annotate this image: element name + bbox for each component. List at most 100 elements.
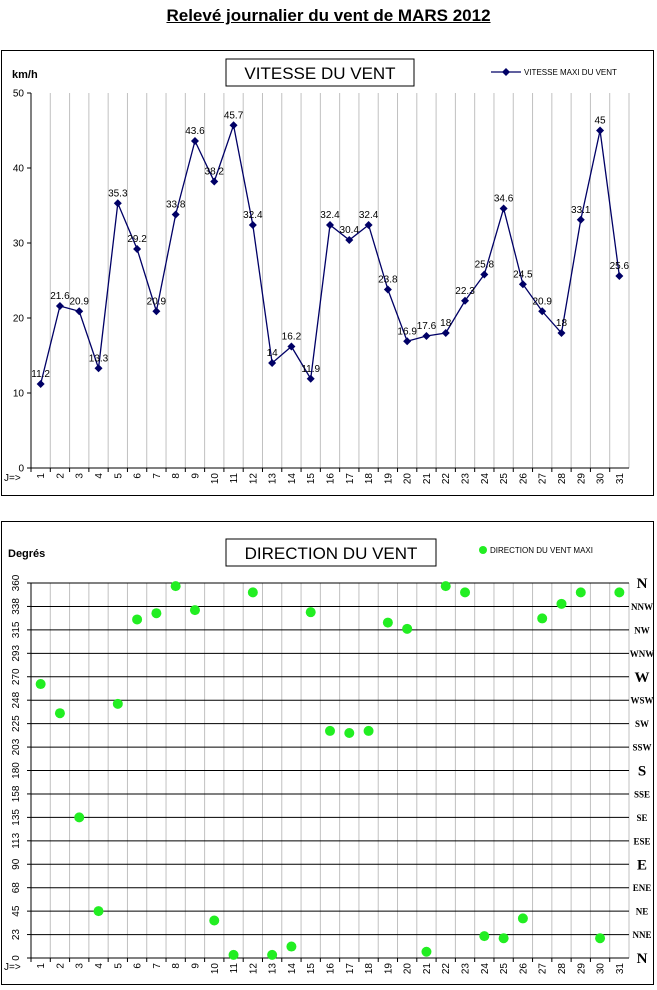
x-tick-label: 14 (287, 963, 298, 975)
speed-data-label: 45.7 (224, 110, 244, 121)
direction-point (74, 812, 85, 823)
x-tick-label: 16 (326, 963, 337, 975)
speed-data-label: 24.5 (513, 269, 533, 280)
y-tick-label: 20 (13, 314, 25, 325)
x-tick-label: 29 (576, 963, 587, 975)
x-tick-label: 12 (248, 473, 259, 485)
direction-point (460, 587, 471, 598)
speed-point (75, 307, 84, 316)
legend-marker (502, 68, 510, 76)
x-tick-label: 5 (113, 963, 124, 969)
speed-data-label: 25.8 (475, 260, 495, 271)
speed-point (229, 121, 238, 130)
direction-point (556, 598, 567, 609)
x-tick-label: 26 (518, 963, 529, 975)
speed-data-label: 16.2 (282, 332, 302, 343)
direction-point (325, 725, 335, 736)
speed-point (152, 307, 161, 316)
speed-point (441, 329, 450, 337)
page-title: Relevé journalier du vent de MARS 2012 (166, 6, 491, 25)
direction-point (363, 725, 374, 736)
speed-data-label: 43.6 (185, 126, 205, 137)
direction-point (402, 623, 413, 634)
speed-point (480, 270, 489, 279)
speed-point (55, 302, 64, 310)
direction-point (54, 708, 65, 719)
direction-point (305, 607, 316, 618)
x-tick-label: 17 (345, 473, 356, 485)
compass-label: WSW (630, 696, 653, 706)
direction-point (479, 931, 490, 942)
speed-point (364, 221, 373, 229)
y-tick-label: 45 (11, 905, 22, 917)
x-tick-label: 27 (538, 473, 549, 485)
x-tick-label: 1 (36, 963, 47, 969)
speed-data-label: 33.8 (166, 200, 186, 211)
compass-label: W (635, 670, 650, 686)
speed-data-label: 17.6 (417, 321, 437, 332)
compass-label: SSW (632, 743, 651, 753)
speed-point (113, 199, 122, 208)
x-tick-label: 11 (229, 963, 240, 974)
x-axis-label: J=> (4, 473, 21, 484)
speed-point (210, 177, 219, 186)
y-axis-label: Degrés (8, 548, 45, 560)
speed-point (94, 364, 103, 373)
direction-point (498, 933, 509, 944)
speed-data-label: 32.4 (243, 210, 263, 221)
x-tick-label: 25 (499, 473, 510, 485)
direction-point (209, 915, 220, 926)
speed-point (461, 296, 470, 305)
direction-point (575, 587, 586, 598)
x-tick-label: 2 (55, 473, 66, 479)
speed-point (326, 221, 334, 229)
y-tick-label: 270 (11, 668, 22, 685)
x-tick-label: 4 (94, 473, 105, 479)
speed-point (422, 332, 431, 340)
x-tick-label: 28 (557, 473, 568, 485)
y-tick-label: 30 (13, 239, 25, 250)
speed-data-label: 23.8 (378, 275, 398, 286)
compass-label: S (638, 764, 646, 780)
compass-label: NNE (632, 930, 651, 940)
speed-point (36, 380, 45, 388)
speed-point (383, 285, 392, 294)
direction-point (228, 949, 239, 960)
x-tick-label: 14 (287, 473, 298, 485)
direction-point (247, 587, 258, 598)
direction-point (132, 614, 143, 625)
x-tick-label: 4 (94, 963, 105, 969)
y-tick-label: 40 (13, 164, 25, 175)
x-tick-label: 22 (441, 963, 452, 975)
x-tick-label: 18 (364, 963, 375, 975)
speed-data-label: 11.2 (31, 369, 50, 380)
x-tick-label: 3 (75, 963, 86, 969)
compass-label: N (637, 951, 648, 967)
speed-point (133, 245, 142, 253)
speed-point (403, 337, 412, 346)
direction-point (344, 728, 355, 738)
x-tick-label: 7 (152, 473, 163, 479)
y-tick-label: 113 (11, 832, 22, 848)
y-tick-label: 158 (11, 785, 22, 802)
speed-point (171, 210, 180, 219)
x-tick-label: 9 (190, 963, 201, 969)
y-tick-label: 10 (13, 389, 25, 400)
direction-chart-panel: 0 23 45 68 90 113 135 158 180 203 225 248 270 293 315 3… (1, 521, 654, 985)
speed-data-label: 32.4 (320, 210, 340, 221)
chart-title-box (225, 538, 437, 567)
speed-data-label: 13.3 (89, 353, 109, 364)
x-tick-label: 12 (248, 963, 259, 975)
speed-data-label: 20.9 (69, 296, 89, 307)
x-tick-label: 1 (36, 473, 47, 479)
x-tick-label: 30 (596, 963, 607, 975)
x-tick-label: 26 (518, 473, 529, 485)
x-tick-label: 29 (576, 473, 587, 485)
speed-data-label: 34.6 (494, 194, 514, 205)
compass-label: E (637, 857, 647, 873)
x-tick-label: 25 (499, 963, 510, 975)
direction-chart: 0234568901131351581802032252482702933153… (4, 538, 654, 975)
x-tick-label: 10 (210, 473, 221, 485)
speed-data-label: 20.9 (147, 296, 167, 307)
speed-point (596, 126, 605, 135)
